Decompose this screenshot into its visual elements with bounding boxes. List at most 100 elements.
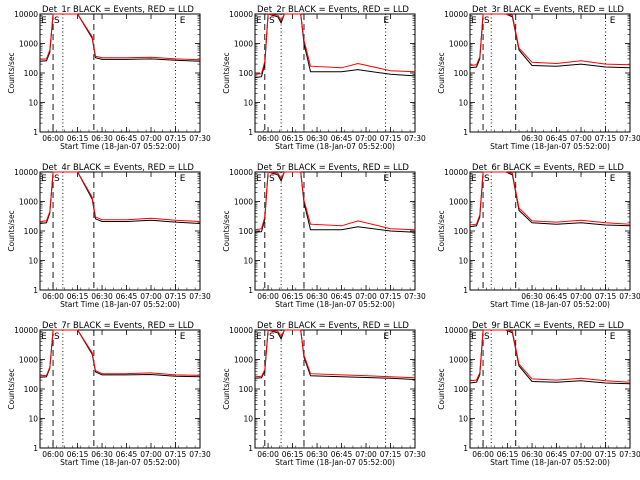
y-tick-label: 100 — [239, 227, 254, 236]
y-tick-label: 100 — [239, 385, 254, 394]
x-tick-label: 07:15 — [380, 292, 402, 301]
panel-title: Det_7r BLACK = Events, RED = LLD — [42, 321, 194, 331]
x-tick-label: 07:00 — [355, 450, 377, 459]
series-line-events — [254, 171, 416, 233]
event-marker-label: E — [471, 16, 477, 26]
panel-6: Det_6r BLACK = Events, RED = LLD 1 10 100 10… — [437, 163, 640, 309]
series-line-lld — [39, 329, 201, 377]
y-tick-label: 100 — [24, 385, 39, 394]
x-tick-label: 06:45 — [116, 292, 138, 301]
event-marker-label: E — [610, 174, 616, 184]
y-tick-label: 1 — [463, 286, 468, 295]
x-tick-label: 06:15 — [497, 450, 519, 459]
y-axis-label: Counts/sec — [222, 52, 231, 93]
x-axis-label: Start Time (18-Jan-07 05:52:00) — [60, 142, 180, 151]
x-tick-label: 07:30 — [619, 134, 640, 143]
x-tick-label: 07:15 — [595, 292, 617, 301]
y-tick-label: 1000 — [19, 356, 38, 365]
event-marker-label: E — [180, 332, 186, 342]
x-tick-label: 06:15 — [67, 134, 89, 143]
x-tick-label: 06:30 — [306, 450, 328, 459]
y-axis-label: Counts/sec — [222, 210, 231, 251]
y-tick-label: 1 — [248, 444, 253, 453]
x-tick-label: 06:45 — [116, 134, 138, 143]
y-tick-label: 100 — [454, 69, 469, 78]
y-tick-label: 100 — [24, 69, 39, 78]
x-tick-label: 07:15 — [595, 450, 617, 459]
x-tick-label: 06:15 — [67, 450, 89, 459]
x-tick-label: 07:00 — [570, 450, 592, 459]
event-marker-label: S — [54, 16, 60, 26]
x-tick-label: 07:30 — [189, 450, 211, 459]
plot-frame — [39, 13, 201, 133]
event-marker-label: E — [256, 16, 262, 26]
y-tick-label: 1 — [33, 286, 38, 295]
x-tick-label: 07:00 — [355, 292, 377, 301]
x-tick-label: 07:15 — [380, 134, 402, 143]
x-axis-label: Start Time (18-Jan-07 05:52:00) — [60, 458, 180, 467]
event-marker-label: E — [383, 16, 389, 26]
panel-8: Det_8r BLACK = Events, RED = LLD 1 10 100 10… — [222, 321, 426, 467]
x-tick-label: 06:30 — [91, 134, 113, 143]
series-line-lld — [39, 171, 201, 222]
x-axis-label: Start Time (18-Jan-07 05:52:00) — [60, 300, 180, 309]
x-tick-label: 07:30 — [619, 292, 640, 301]
event-marker-label: S — [484, 174, 490, 184]
series-line-lld — [469, 329, 631, 383]
series-line-lld — [39, 13, 201, 61]
x-tick-label: 07:15 — [165, 450, 187, 459]
plot-frame — [39, 329, 201, 449]
panel-title: Det_4r BLACK = Events, RED = LLD — [42, 163, 194, 173]
y-tick-label: 10000 — [14, 10, 38, 19]
event-marker-label: E — [41, 174, 47, 184]
x-axis-label: Start Time (18-Jan-07 05:52:00) — [490, 142, 610, 151]
x-tick-label: 06:45 — [546, 134, 568, 143]
x-tick-label: 07:30 — [189, 292, 211, 301]
y-tick-label: 10000 — [229, 326, 253, 335]
panel-9: Det_9r BLACK = Events, RED = LLD 1 10 100 10… — [437, 321, 640, 467]
y-tick-label: 10 — [458, 99, 468, 108]
series-line-lld — [254, 171, 416, 231]
y-tick-label: 10000 — [444, 326, 468, 335]
event-marker-label: E — [180, 16, 186, 26]
x-axis-label: Start Time (18-Jan-07 05:52:00) — [490, 300, 610, 309]
y-tick-label: 10000 — [14, 326, 38, 335]
y-tick-label: 10000 — [444, 10, 468, 19]
event-marker-label: S — [269, 332, 275, 342]
series-line-events — [39, 329, 201, 378]
x-tick-label: 07:00 — [140, 292, 162, 301]
x-tick-label: 07:00 — [570, 134, 592, 143]
x-tick-label: 07:30 — [189, 134, 211, 143]
event-marker-label: E — [41, 16, 47, 26]
x-tick-label: 07:30 — [404, 450, 426, 459]
x-tick-label: 06:15 — [67, 292, 89, 301]
y-axis-label: Counts/sec — [437, 52, 446, 93]
y-tick-label: 1000 — [19, 40, 38, 49]
series-line-events — [39, 171, 201, 224]
y-tick-label: 10 — [243, 99, 253, 108]
x-tick-label: 06:15 — [282, 450, 304, 459]
panel-1: Det_1r BLACK = Events, RED = LLD 1 10 100 10… — [7, 5, 211, 151]
event-marker-label: E — [256, 332, 262, 342]
series-line-lld — [469, 13, 631, 66]
plot-frame — [469, 171, 631, 291]
plot-frame — [469, 329, 631, 449]
plot-frame — [39, 171, 201, 291]
panel-title: Det_8r BLACK = Events, RED = LLD — [257, 321, 409, 331]
x-tick-label: 06:00 — [257, 292, 279, 301]
series-line-events — [254, 329, 416, 380]
series-line-lld — [254, 329, 416, 379]
y-tick-label: 10 — [28, 257, 38, 266]
plot-frame — [469, 13, 631, 133]
x-tick-label: 07:15 — [165, 134, 187, 143]
event-marker-label: S — [269, 16, 275, 26]
x-tick-label: 06:45 — [331, 450, 353, 459]
y-tick-label: 100 — [24, 227, 39, 236]
y-tick-label: 10000 — [444, 168, 468, 177]
y-tick-label: 1000 — [234, 356, 253, 365]
y-tick-label: 1 — [248, 286, 253, 295]
x-tick-label: 06:00 — [42, 134, 64, 143]
x-tick-label: 06:45 — [331, 134, 353, 143]
event-marker-label: E — [180, 174, 186, 184]
